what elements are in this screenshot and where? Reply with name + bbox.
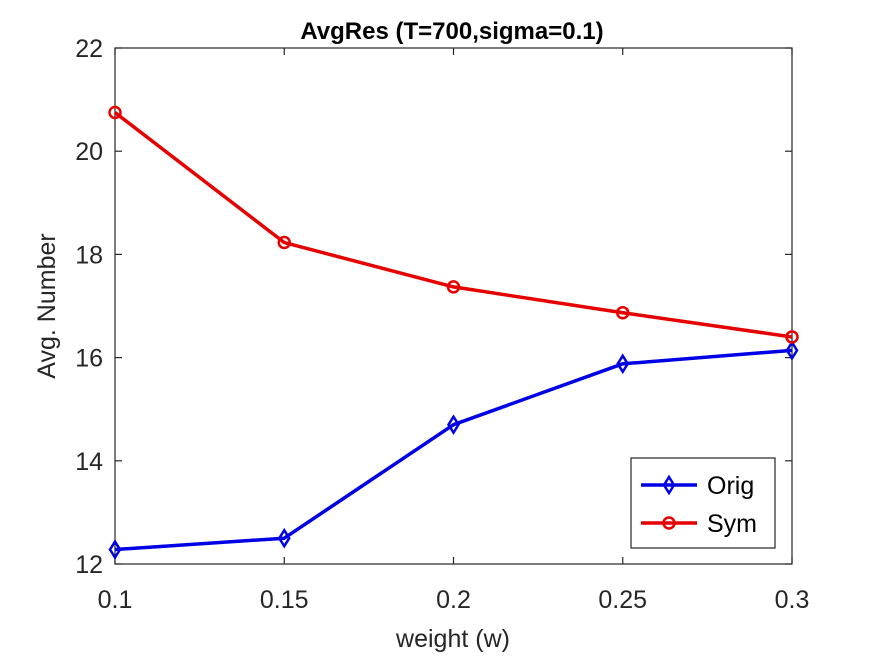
legend-label: Sym bbox=[707, 510, 757, 538]
series-layer bbox=[108, 105, 799, 560]
x-tick-label: 0.15 bbox=[260, 586, 309, 614]
y-axis-label: Avg. Number bbox=[33, 233, 61, 378]
data-point-orig bbox=[785, 340, 799, 361]
y-tick-label: 18 bbox=[75, 241, 103, 269]
series-line-sym bbox=[113, 111, 793, 339]
y-tick-label: 22 bbox=[75, 35, 103, 63]
data-point-orig bbox=[447, 414, 460, 436]
data-point-orig bbox=[616, 353, 630, 375]
legend-box bbox=[630, 457, 776, 549]
data-point-orig bbox=[277, 527, 291, 549]
x-tick-label: 0.1 bbox=[98, 586, 133, 614]
legend-swatch-marker bbox=[662, 516, 676, 530]
data-point-sym bbox=[616, 305, 630, 320]
y-tick-label: 20 bbox=[75, 138, 103, 166]
data-point-sym bbox=[108, 105, 122, 120]
series-orig bbox=[108, 340, 799, 560]
series-sym bbox=[108, 105, 799, 344]
x-tick-label: 0.2 bbox=[436, 586, 471, 614]
x-tick-label: 0.25 bbox=[598, 586, 647, 614]
y-tick-label: 12 bbox=[75, 551, 103, 579]
legend: Orig Sym bbox=[630, 457, 776, 549]
series-line-orig bbox=[114, 348, 793, 552]
data-point-sym bbox=[446, 280, 461, 294]
data-point-sym bbox=[785, 330, 799, 344]
tick-labels: 0.1 0.15 0.2 0.25 0.3 12 14 16 18 20 22 bbox=[75, 35, 809, 614]
y-tick-label: 14 bbox=[75, 448, 103, 476]
legend-item-orig: Orig bbox=[641, 472, 754, 500]
data-point-orig bbox=[108, 539, 122, 560]
x-tick-label: 0.3 bbox=[775, 586, 810, 614]
legend-item-sym: Sym bbox=[641, 510, 757, 538]
legend-swatch-marker bbox=[662, 474, 676, 496]
chart-title: AvgRes (T=700,sigma=0.1) bbox=[300, 18, 603, 45]
y-tick-label: 16 bbox=[75, 345, 103, 373]
x-axis-label: weight (w) bbox=[395, 625, 510, 653]
data-point-sym bbox=[277, 235, 291, 250]
legend-label: Orig bbox=[707, 472, 754, 500]
